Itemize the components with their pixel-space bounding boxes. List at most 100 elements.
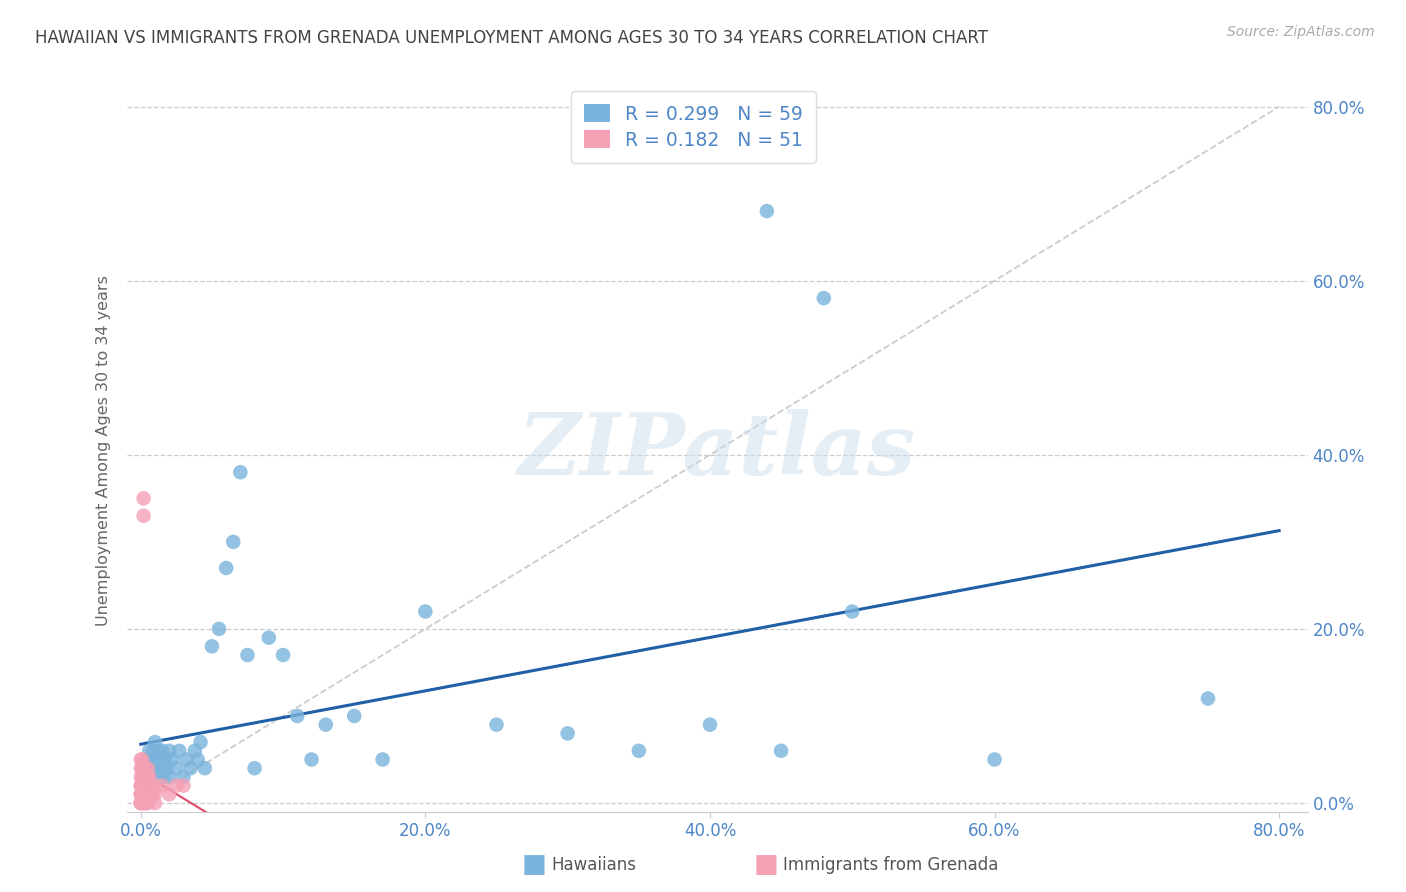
Point xyxy=(222,534,245,549)
Point xyxy=(157,744,180,758)
Point xyxy=(134,787,156,801)
Point xyxy=(755,204,778,219)
Point xyxy=(770,744,793,758)
Point xyxy=(149,752,172,766)
Point xyxy=(699,717,721,731)
Point xyxy=(557,726,579,740)
Point xyxy=(129,779,152,793)
Point xyxy=(153,752,176,766)
Point xyxy=(129,761,152,775)
Point xyxy=(136,761,159,775)
Point xyxy=(138,787,160,801)
Point xyxy=(132,761,155,775)
Text: Source: ZipAtlas.com: Source: ZipAtlas.com xyxy=(1227,25,1375,39)
Point xyxy=(136,761,159,775)
Point xyxy=(841,605,863,619)
Point xyxy=(132,491,155,506)
Point xyxy=(285,709,308,723)
Point xyxy=(150,761,173,775)
Point xyxy=(141,779,163,793)
Point xyxy=(157,787,180,801)
Point xyxy=(152,770,174,784)
Text: ■: ■ xyxy=(522,852,547,879)
Point xyxy=(131,752,153,766)
Point xyxy=(813,291,835,305)
Point xyxy=(132,787,155,801)
Point xyxy=(134,770,156,784)
Point xyxy=(139,761,162,775)
Point xyxy=(415,605,437,619)
Point xyxy=(257,631,280,645)
Point xyxy=(129,796,152,810)
Point xyxy=(157,770,180,784)
Point xyxy=(485,717,508,731)
Point xyxy=(135,787,157,801)
Point xyxy=(172,770,194,784)
Point xyxy=(138,770,160,784)
Point xyxy=(176,752,198,766)
Point xyxy=(160,752,183,766)
Point xyxy=(134,796,156,810)
Point xyxy=(201,640,224,654)
Point xyxy=(138,779,160,793)
Text: ZIPatlas: ZIPatlas xyxy=(517,409,917,492)
Point xyxy=(131,796,153,810)
Point xyxy=(132,796,155,810)
Point xyxy=(136,770,159,784)
Point xyxy=(236,648,259,662)
Point xyxy=(150,744,173,758)
Point xyxy=(143,787,166,801)
Point xyxy=(190,735,212,749)
Point xyxy=(141,770,163,784)
Point xyxy=(180,761,202,775)
Point xyxy=(229,465,252,479)
Point xyxy=(135,796,157,810)
Point xyxy=(134,779,156,793)
Text: HAWAIIAN VS IMMIGRANTS FROM GRENADA UNEMPLOYMENT AMONG AGES 30 TO 34 YEARS CORRE: HAWAIIAN VS IMMIGRANTS FROM GRENADA UNEM… xyxy=(35,29,988,46)
Point xyxy=(165,779,187,793)
Point xyxy=(167,744,190,758)
Point xyxy=(136,796,159,810)
Point xyxy=(143,752,166,766)
Point xyxy=(148,770,170,784)
Point xyxy=(138,770,160,784)
Point xyxy=(172,779,194,793)
Point xyxy=(131,787,153,801)
Point xyxy=(243,761,266,775)
Point xyxy=(136,779,159,793)
Text: ■: ■ xyxy=(754,852,779,879)
Point xyxy=(129,779,152,793)
Point xyxy=(143,770,166,784)
Point xyxy=(135,752,157,766)
Y-axis label: Unemployment Among Ages 30 to 34 years: Unemployment Among Ages 30 to 34 years xyxy=(96,275,111,626)
Point xyxy=(343,709,366,723)
Point xyxy=(627,744,650,758)
Point xyxy=(131,787,153,801)
Point xyxy=(136,779,159,793)
Point xyxy=(141,761,163,775)
Text: Immigrants from Grenada: Immigrants from Grenada xyxy=(783,856,998,874)
Point xyxy=(145,761,167,775)
Point xyxy=(132,508,155,523)
Text: Hawaiians: Hawaiians xyxy=(551,856,636,874)
Point xyxy=(150,779,173,793)
Point xyxy=(129,796,152,810)
Point xyxy=(139,752,162,766)
Point xyxy=(165,761,187,775)
Point xyxy=(315,717,337,731)
Legend: R = 0.299   N = 59, R = 0.182   N = 51: R = 0.299 N = 59, R = 0.182 N = 51 xyxy=(571,91,815,163)
Point xyxy=(134,761,156,775)
Point xyxy=(132,770,155,784)
Point xyxy=(208,622,231,636)
Point xyxy=(129,770,152,784)
Point xyxy=(146,744,169,758)
Point xyxy=(371,752,394,766)
Point xyxy=(184,744,207,758)
Point xyxy=(131,761,153,775)
Point xyxy=(215,561,238,575)
Point xyxy=(134,770,156,784)
Point xyxy=(136,787,159,801)
Point xyxy=(129,787,152,801)
Point xyxy=(132,779,155,793)
Point xyxy=(143,796,166,810)
